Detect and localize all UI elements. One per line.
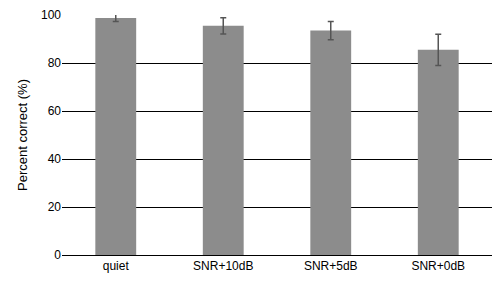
svg-text:80: 80	[48, 56, 62, 70]
svg-text:SNR+0dB: SNR+0dB	[411, 259, 465, 273]
svg-text:60: 60	[48, 104, 62, 118]
svg-text:SNR+10dB: SNR+10dB	[193, 259, 253, 273]
svg-text:20: 20	[48, 200, 62, 214]
svg-text:Percent correct (%): Percent correct (%)	[15, 79, 30, 191]
svg-text:quiet: quiet	[103, 259, 130, 273]
svg-text:0: 0	[54, 248, 61, 262]
svg-text:40: 40	[48, 152, 62, 166]
svg-text:SNR+5dB: SNR+5dB	[304, 259, 358, 273]
svg-text:100: 100	[41, 8, 61, 22]
